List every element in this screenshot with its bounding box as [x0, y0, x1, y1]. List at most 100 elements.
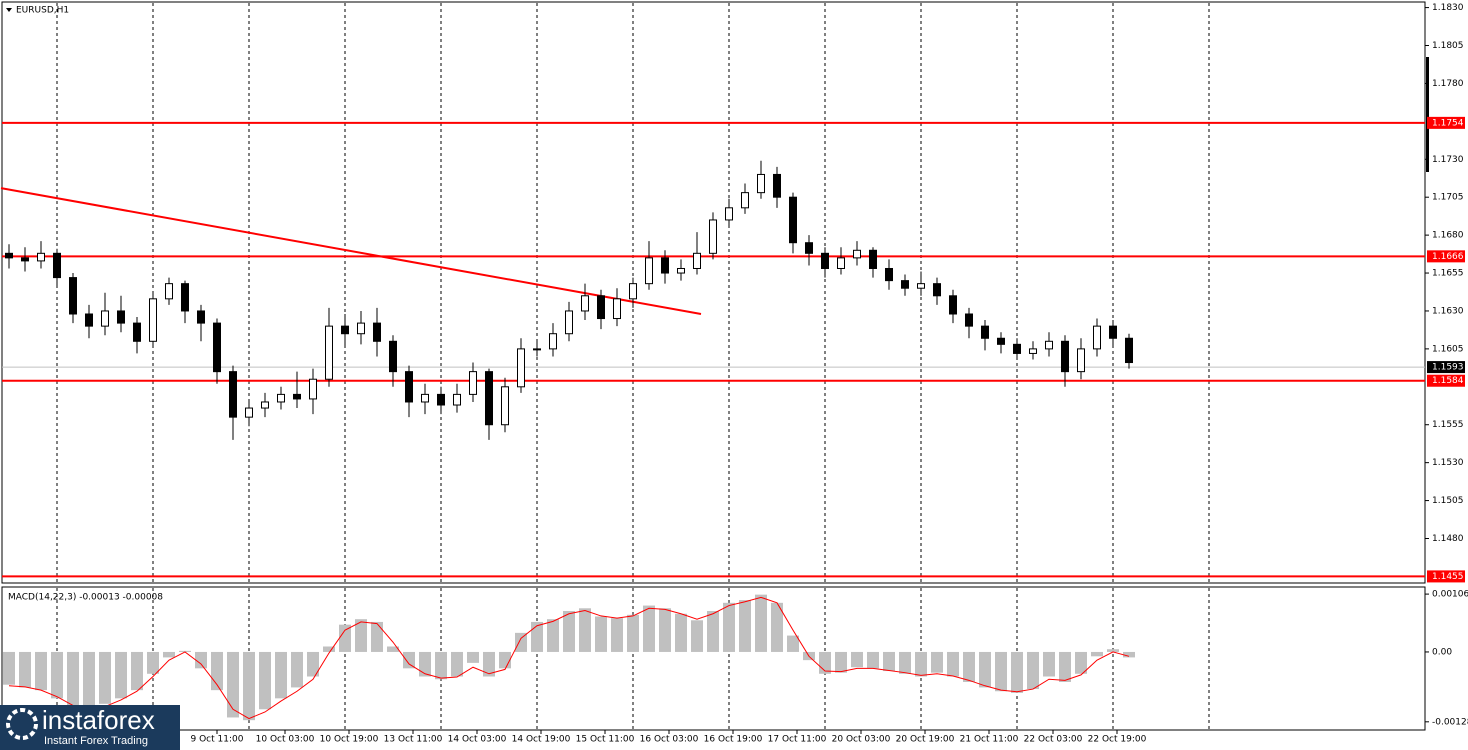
macd-bar [931, 651, 943, 673]
macd-bar [1059, 651, 1071, 682]
macd-bar [227, 651, 239, 718]
candle-body [565, 310, 573, 335]
logo-tagline: Instant Forex Trading [44, 735, 148, 747]
macd-bar [131, 651, 143, 691]
level-label: 1.1666 [1432, 252, 1464, 262]
candle-body [421, 393, 429, 403]
candle-body [5, 252, 13, 259]
macd-bar [83, 651, 95, 712]
macd-bar [307, 651, 319, 677]
candle-body [949, 295, 957, 315]
macd-bar [19, 651, 31, 688]
candle-body [933, 283, 941, 297]
macd-bar [1075, 651, 1087, 674]
macd-bar [659, 608, 671, 652]
x-tick-label: 10 Oct 03:00 [256, 735, 315, 745]
macd-bar [547, 619, 559, 652]
candle-body [373, 322, 381, 342]
candle-body [773, 173, 781, 198]
y-tick-label: 0.00106 [1432, 590, 1468, 600]
macd-bar [851, 651, 863, 668]
current-price-box [1427, 361, 1465, 374]
macd-bar [147, 651, 159, 674]
macd-bar [755, 594, 767, 652]
current-price-label: 1.1593 [1432, 363, 1464, 373]
candle-body [789, 196, 797, 244]
macd-bar [675, 613, 687, 652]
chart-title: EURUSD,H1 [16, 6, 69, 16]
candle-body [469, 371, 477, 395]
macd-bar [3, 651, 15, 685]
candle-body [917, 283, 925, 289]
macd-bar [515, 632, 527, 652]
macd-bar [835, 651, 847, 673]
macd-bar [1027, 651, 1039, 690]
y-tick-label: 1.1655 [1432, 269, 1464, 279]
macd-title: MACD(14,22,3) -0.00013 -0.00008 [8, 593, 163, 603]
candle-body [1125, 337, 1133, 364]
candle-body [229, 371, 237, 418]
macd-bar [867, 651, 879, 669]
macd-bar [35, 651, 47, 691]
candle-body [757, 173, 765, 194]
y-tick-label: 1.1605 [1432, 344, 1464, 354]
x-tick-label: 20 Oct 19:00 [896, 735, 955, 745]
y-tick-label: 1.1730 [1432, 155, 1464, 165]
candle-body [277, 393, 285, 403]
y-tick-label: 1.1480 [1432, 534, 1464, 544]
candle-body [533, 348, 541, 351]
candle-body [901, 280, 909, 289]
macd-bar [1123, 651, 1135, 658]
x-tick-label: 22 Oct 19:00 [1088, 735, 1147, 745]
macd-bar [979, 651, 991, 688]
macd-bar [403, 651, 415, 669]
macd-bar [435, 651, 447, 680]
y-tick-label: 1.1630 [1432, 306, 1464, 316]
candle-body [213, 322, 221, 373]
candle-body [53, 252, 61, 279]
candle-body [853, 249, 861, 259]
x-tick-label: 16 Oct 03:00 [640, 735, 699, 745]
candle-body [197, 310, 205, 324]
candle-body [165, 283, 173, 300]
candle-body [1013, 343, 1021, 354]
macd-bar [1011, 651, 1023, 693]
macd-bar [1091, 651, 1103, 657]
macd-bar [915, 651, 927, 677]
macd-bar [563, 611, 575, 652]
macd-signal-line [8, 596, 1130, 720]
y-tick-label: 1.1705 [1432, 193, 1464, 203]
candle-body [309, 378, 317, 400]
candle-body [997, 337, 1005, 345]
macd-bar [67, 651, 79, 707]
candle-body [981, 325, 989, 339]
macd-bar [195, 651, 207, 669]
price-scroll-marker [1426, 57, 1429, 172]
macd-bar [691, 620, 703, 652]
y-tick-label: 1.1530 [1432, 458, 1464, 468]
macd-bar [291, 651, 303, 688]
macd-bar [99, 651, 111, 704]
y-tick-label: 1.1805 [1432, 41, 1464, 51]
title-arrow [6, 8, 12, 12]
macd-bar [899, 651, 911, 674]
candle-body [725, 207, 733, 221]
y-tick-label: 0.00 [1432, 647, 1452, 657]
macd-bar [467, 651, 479, 663]
candle-body [677, 267, 685, 274]
level-label: 1.1455 [1432, 572, 1464, 582]
macd-bar [339, 624, 351, 652]
macd-bar [163, 651, 175, 658]
macd-bar [947, 651, 959, 677]
macd-bar [739, 600, 751, 652]
macd-bar [579, 608, 591, 652]
candle-body [645, 257, 653, 285]
macd-bar [531, 621, 543, 652]
candle-body [837, 257, 845, 269]
candle-body [1077, 348, 1085, 373]
level-label: 1.1754 [1432, 118, 1464, 128]
candle-body [629, 283, 637, 300]
candle-body [1109, 325, 1117, 339]
macd-bar [611, 618, 623, 652]
